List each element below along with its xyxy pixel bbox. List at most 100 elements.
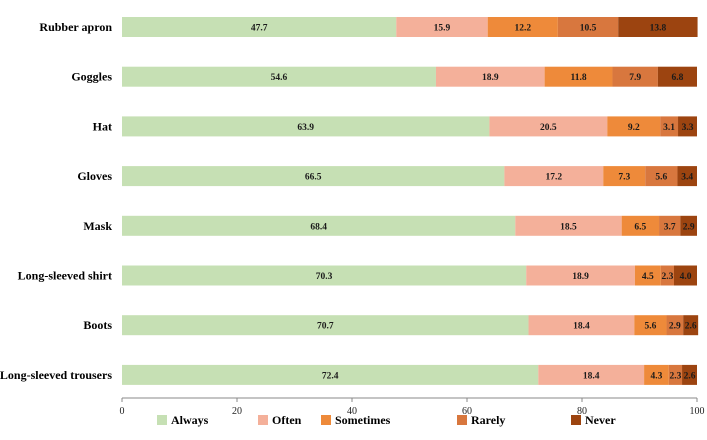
value-label-long-sleeved-trousers-never: 2.6: [684, 371, 696, 381]
bar-mask-rarely: [659, 215, 681, 236]
value-label-boots-sometimes: 5.6: [644, 322, 656, 332]
value-label-hat-never: 3.3: [682, 123, 694, 133]
x-axis: 0 20 40 60 80 100: [120, 397, 705, 417]
bar-rubber-apron-never: [618, 17, 698, 37]
value-label-mask-rarely: 3.7: [664, 222, 676, 232]
value-label-gloves-sometimes: 7.3: [618, 173, 630, 183]
bar-long-sleeved-shirt-rarely: [660, 265, 674, 286]
bar-hat-never: [678, 116, 697, 137]
legend-swatch-sometimes: [321, 415, 331, 425]
bar-boots-always: [122, 315, 529, 336]
bar-gloves-rarely: [645, 166, 678, 187]
bar-goggles-never: [657, 66, 697, 87]
value-label-hat-often: 20.5: [540, 123, 557, 133]
value-label-long-sleeved-shirt-rarely: 2.3: [661, 272, 673, 282]
value-label-long-sleeved-trousers-always: 72.4: [322, 371, 339, 381]
value-label-long-sleeved-shirt-often: 18.9: [572, 272, 589, 282]
value-label-gloves-rarely: 5.6: [655, 173, 667, 183]
bar-boots-rarely: [666, 315, 684, 336]
bar-hat-rarely: [660, 116, 679, 137]
bar-long-sleeved-trousers-rarely: [668, 364, 683, 385]
bar-rubber-apron-sometimes: [487, 17, 558, 37]
bar-mask-always: [122, 215, 516, 236]
x-tick-label: 100: [690, 406, 705, 417]
bar-goggles-sometimes: [544, 66, 613, 87]
value-label-boots-never: 2.6: [685, 322, 697, 332]
bar-mask-never: [680, 215, 697, 236]
legend-label-never: Never: [585, 413, 616, 427]
value-label-goggles-often: 18.9: [482, 73, 499, 83]
value-label-boots-rarely: 2.9: [669, 322, 681, 332]
bar-rubber-apron-always: [122, 17, 397, 37]
bar-hat-often: [489, 116, 608, 137]
category-label-long-sleeved-trousers: Long-sleeved trousers: [0, 368, 112, 382]
bars-layer: 47.7 15.9 12.2 10.5 13.8 54.6 18.9 11.8 7.9 6.8 63…: [122, 17, 699, 385]
value-label-goggles-never: 6.8: [672, 73, 684, 83]
x-tick-label: 0: [120, 406, 125, 417]
bar-boots-never: [683, 315, 699, 336]
value-label-goggles-sometimes: 11.8: [570, 73, 586, 83]
bar-long-sleeved-trousers-always: [122, 364, 539, 385]
value-label-hat-always: 63.9: [297, 123, 314, 133]
bar-goggles-often: [435, 66, 545, 87]
bar-goggles-rarely: [612, 66, 658, 87]
value-label-rubber-apron-often: 15.9: [434, 24, 451, 34]
value-label-gloves-never: 3.4: [681, 173, 693, 183]
x-tick-label: 20: [232, 406, 242, 417]
x-tick-label: 60: [462, 406, 472, 417]
value-label-mask-often: 18.5: [560, 222, 577, 232]
bar-gloves-often: [504, 166, 604, 187]
value-label-hat-rarely: 3.1: [663, 123, 675, 133]
category-label-mask: Mask: [83, 219, 112, 233]
legend-swatch-rarely: [457, 415, 467, 425]
value-label-boots-always: 70.7: [317, 322, 334, 332]
value-label-gloves-always: 66.5: [305, 173, 322, 183]
value-label-long-sleeved-shirt-always: 70.3: [316, 272, 333, 282]
bar-long-sleeved-shirt-never: [674, 265, 697, 286]
category-label-goggles: Goggles: [71, 70, 112, 84]
x-tick-label: 40: [347, 406, 357, 417]
category-label-long-sleeved-shirt: Long-sleeved shirt: [18, 269, 112, 283]
bar-hat-sometimes: [607, 116, 661, 137]
bar-rubber-apron-often: [396, 17, 488, 37]
bar-long-sleeved-shirt-often: [526, 265, 635, 286]
legend-label-often: Often: [272, 413, 302, 427]
value-label-goggles-always: 54.6: [271, 73, 288, 83]
value-label-rubber-apron-always: 47.7: [251, 24, 268, 34]
legend-label-sometimes: Sometimes: [335, 413, 391, 427]
category-labels: Rubber apron Goggles Hat Gloves Mask Long-sle…: [0, 20, 112, 382]
value-label-mask-never: 2.9: [683, 222, 695, 232]
value-label-rubber-apron-rarely: 10.5: [580, 24, 597, 34]
value-label-long-sleeved-shirt-sometimes: 4.5: [642, 272, 654, 282]
legend-label-rarely: Rarely: [471, 413, 505, 427]
bar-long-sleeved-trousers-often: [538, 364, 645, 385]
value-label-mask-sometimes: 6.5: [634, 222, 646, 232]
value-label-hat-sometimes: 9.2: [628, 123, 640, 133]
legend-swatch-always: [157, 415, 167, 425]
bar-hat-always: [122, 116, 490, 137]
bar-goggles-always: [122, 66, 436, 87]
value-label-long-sleeved-trousers-rarely: 2.3: [670, 371, 682, 381]
category-label-rubber-apron: Rubber apron: [39, 20, 112, 34]
value-label-gloves-often: 17.2: [546, 173, 563, 183]
bar-boots-often: [528, 315, 635, 336]
category-label-boots: Boots: [83, 318, 112, 332]
bar-mask-often: [515, 215, 622, 236]
value-label-goggles-rarely: 7.9: [629, 73, 641, 83]
legend-swatch-often: [258, 415, 268, 425]
bar-boots-sometimes: [634, 315, 667, 336]
bar-gloves-never: [677, 166, 697, 187]
legend-swatch-never: [571, 415, 581, 425]
value-label-mask-always: 68.4: [310, 222, 327, 232]
category-label-gloves: Gloves: [77, 169, 112, 183]
bar-long-sleeved-trousers-never: [682, 364, 697, 385]
value-label-long-sleeved-trousers-sometimes: 4.3: [651, 371, 663, 381]
value-label-boots-often: 18.4: [573, 322, 590, 332]
value-label-rubber-apron-never: 13.8: [650, 24, 667, 34]
bar-long-sleeved-trousers-sometimes: [644, 364, 669, 385]
value-label-rubber-apron-sometimes: 12.2: [514, 24, 531, 34]
bar-gloves-always: [122, 166, 505, 187]
bar-mask-sometimes: [621, 215, 660, 236]
value-label-long-sleeved-trousers-often: 18.4: [583, 371, 600, 381]
